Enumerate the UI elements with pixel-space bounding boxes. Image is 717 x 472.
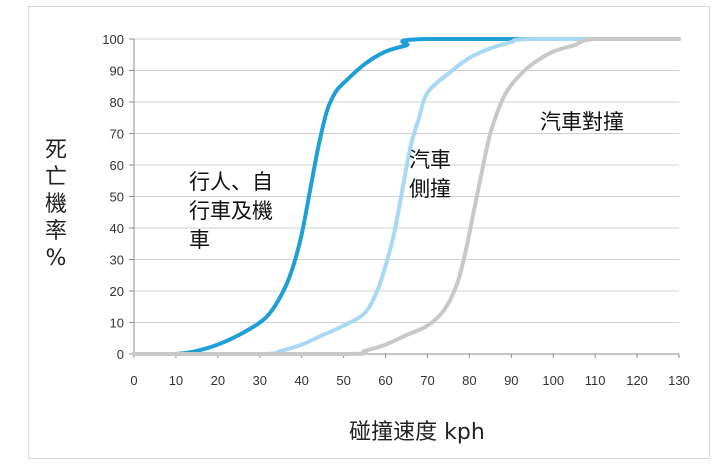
- y-axis-label: 死亡機率%: [45, 138, 67, 271]
- x-tick-label: 10: [169, 373, 183, 388]
- x-tick-label: 30: [253, 373, 267, 388]
- x-tick-label: 20: [211, 373, 225, 388]
- y-tick-label: 60: [110, 158, 124, 173]
- x-tick-label: 70: [420, 373, 434, 388]
- chart-frame: 0 10 20 30 40 50 60 70 80 90 100 0 10 20 30 40 50 60 70 80 9…: [28, 6, 710, 459]
- series-head-on: [132, 36, 681, 357]
- y-tick-label: 40: [110, 221, 124, 236]
- y-tick-label: 30: [110, 253, 124, 268]
- y-tick-label: 0: [117, 347, 124, 362]
- x-tick-label: 0: [130, 373, 137, 388]
- line-chart: 0 10 20 30 40 50 60 70 80 90 100 0 10 20 30 40 50 60 70 80 9…: [45, 32, 690, 445]
- x-tick-label: 50: [336, 373, 350, 388]
- y-tick-label: 80: [110, 95, 124, 110]
- y-tick-label: 100: [102, 32, 124, 47]
- y-tick-label: 90: [110, 64, 124, 79]
- y-tick-label: 70: [110, 127, 124, 142]
- x-tick-label: 90: [504, 373, 518, 388]
- series-side-impact: [132, 37, 681, 357]
- y-tick-label: 10: [110, 316, 124, 331]
- series-pedestrian-cyclist-motorcycle: [132, 37, 681, 357]
- series-annotation: 汽車對撞: [540, 110, 624, 134]
- x-tick-label: 110: [585, 373, 606, 388]
- x-tick-label: 120: [626, 373, 648, 388]
- series-annotation: 行人、自行車及機車: [189, 170, 273, 252]
- x-tick-label: 40: [294, 373, 308, 388]
- series-annotation: 汽車側撞: [409, 148, 451, 201]
- x-tick-label: 80: [462, 373, 476, 388]
- x-tick-label: 130: [668, 373, 690, 388]
- x-tick-label: 100: [542, 373, 564, 388]
- x-tick-label: 60: [378, 373, 392, 388]
- y-tick-label: 50: [110, 190, 124, 205]
- x-axis-label: 碰撞速度 kph: [349, 420, 485, 445]
- y-tick-label: 20: [110, 284, 124, 299]
